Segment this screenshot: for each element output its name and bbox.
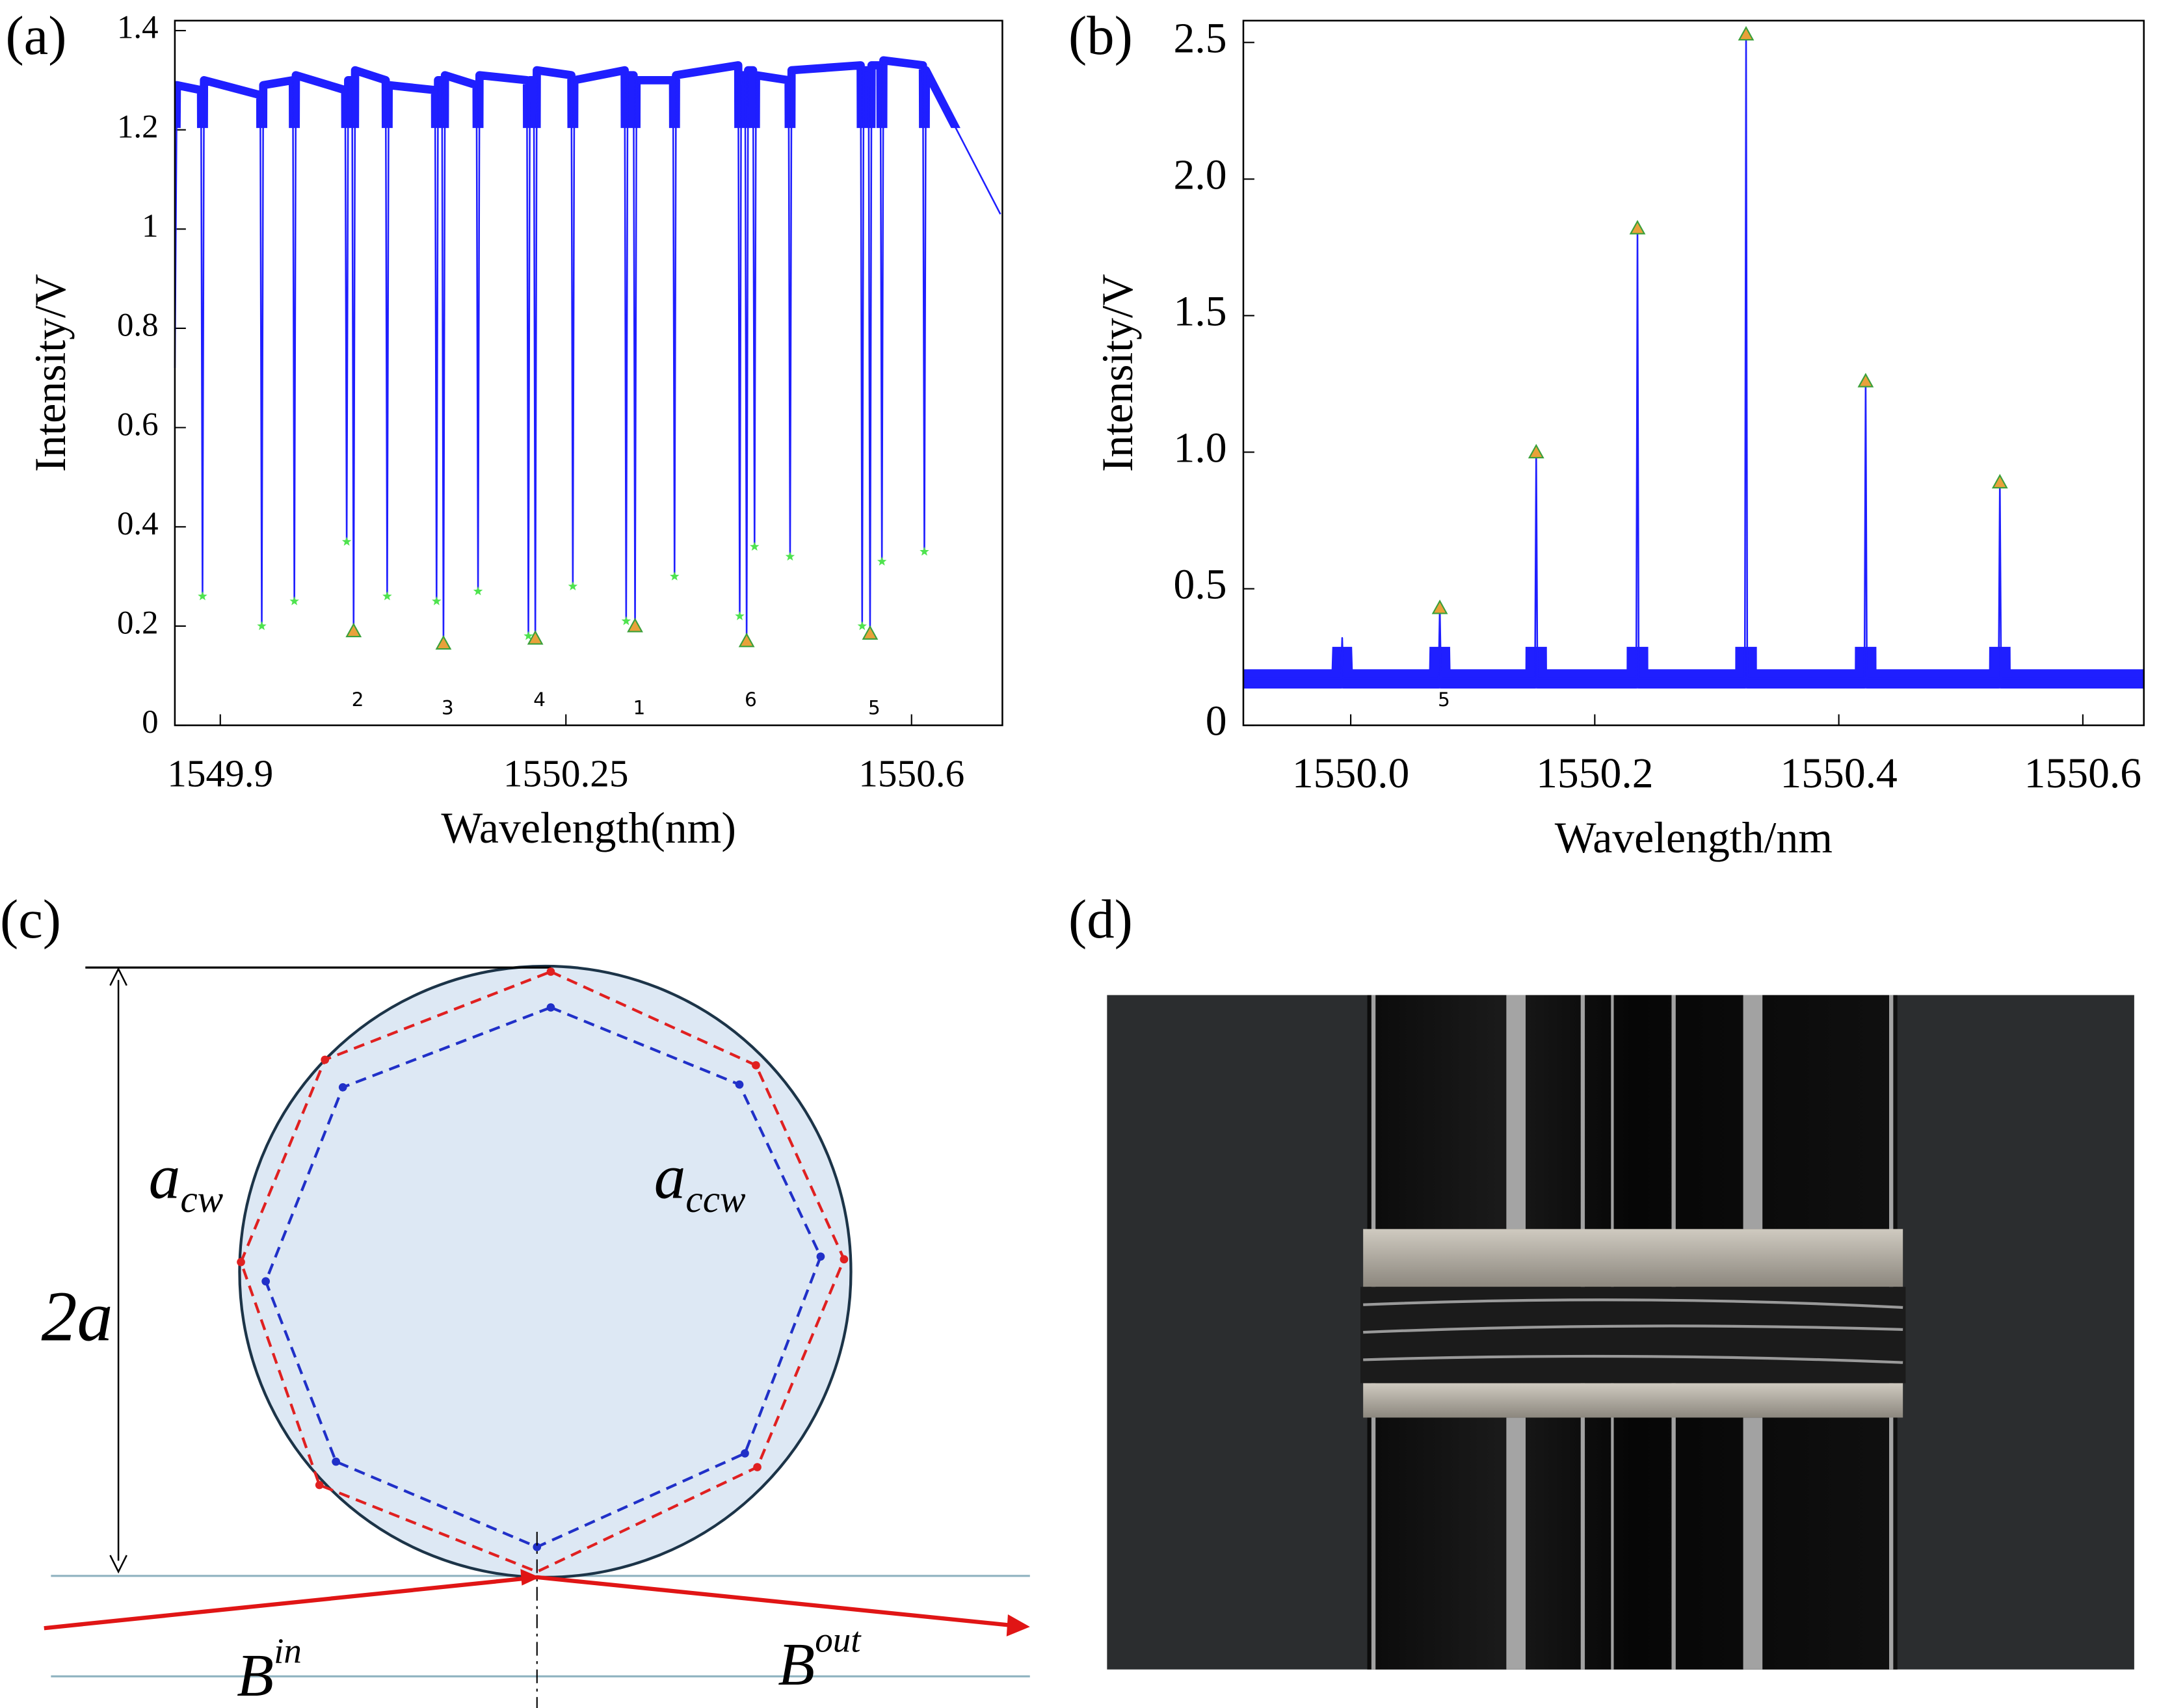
peak-marker: [1431, 599, 1448, 614]
y-tick-label: 0: [1206, 698, 1227, 745]
minimum-marker: [198, 591, 207, 601]
y-tick-label: 0.8: [117, 307, 159, 343]
spectrum: [174, 59, 1001, 644]
minimum-marker: [785, 551, 795, 561]
panel-label: (d): [1068, 889, 1133, 950]
panel-label: (a): [5, 6, 66, 66]
ccw-arrows: [261, 1003, 825, 1551]
peak-marker: [627, 618, 643, 633]
cw-arrows: [237, 967, 849, 1490]
plot-frame: [174, 20, 1003, 726]
diagram: (c) 2a acw accw Bin Bout: [0, 889, 1030, 1708]
y-tick-label: 0.4: [117, 505, 159, 542]
minimum-marker: [523, 631, 533, 640]
y-tick-label: 0.5: [1174, 562, 1227, 609]
output-label: Bout: [778, 1620, 862, 1698]
x-tick-label: 1550.4: [1780, 750, 1897, 797]
peak-marker: [1738, 25, 1755, 41]
minimum-marker: [341, 536, 352, 546]
peak-label: 2: [352, 688, 364, 711]
peak-marker: [435, 635, 452, 650]
cw-label: acw: [149, 1142, 224, 1220]
peak-marker: [1991, 473, 2008, 489]
y-tick-label: 1.0: [1174, 425, 1227, 472]
y-axis-title: Intensity/V: [26, 274, 75, 472]
minimum-marker: [289, 596, 299, 605]
x-tick-label: 1549.9: [167, 752, 273, 795]
x-axis-title: Wavelength/nm: [1555, 813, 1833, 862]
end-face: [1363, 1229, 1903, 1287]
ccw-label: accw: [654, 1142, 746, 1220]
peak-label: 4: [533, 688, 546, 711]
arrow-head: [1006, 1614, 1030, 1636]
x-tick-label: 1550.6: [858, 752, 964, 795]
minimum-marker: [735, 611, 745, 620]
x-tick-label: 1550.6: [2024, 750, 2141, 797]
peak-marker: [862, 625, 879, 640]
plot-frame: [1242, 20, 2145, 726]
x-tick-label: 1550.25: [503, 752, 629, 795]
peak-marker: [1857, 373, 1874, 388]
minimum-marker: [920, 546, 929, 556]
photo: (d): [1068, 889, 2134, 1670]
arrow-head: [109, 967, 127, 1574]
peak-label: 1: [633, 696, 645, 719]
end-face: [1363, 1383, 1903, 1418]
y-tick-label: 0: [142, 703, 158, 740]
peak-marker: [527, 630, 544, 645]
y-tick-label: 0.2: [117, 605, 159, 641]
peak-label: 5: [1438, 688, 1450, 711]
minimum-marker: [857, 621, 868, 631]
peak-label: 5: [868, 696, 881, 719]
input-label: Bin: [237, 1631, 302, 1708]
y-tick-label: 1: [142, 207, 158, 244]
y-tick-label: 2.0: [1174, 151, 1227, 198]
panel-label: (b): [1068, 6, 1133, 66]
arrow-head: [520, 1569, 540, 1586]
minimum-marker: [877, 557, 887, 566]
x-axis-title: Wavelength(nm): [441, 804, 736, 852]
panel-label: (c): [0, 889, 61, 950]
peak-marker: [738, 633, 755, 648]
peak-marker: [345, 622, 362, 638]
y-tick-label: 1.5: [1174, 289, 1227, 335]
minimum-marker: [670, 571, 680, 581]
peak-marker: [1629, 220, 1646, 235]
resonator: [238, 964, 853, 1579]
minimum-marker: [750, 542, 760, 551]
minimum-marker: [621, 616, 631, 625]
gap-layers: [1363, 1298, 1903, 1364]
y-tick-label: 1.2: [117, 108, 159, 144]
minimum-marker: [473, 586, 483, 596]
x-tick-label: 1550.2: [1536, 750, 1653, 797]
minimum-marker: [257, 621, 267, 631]
y-tick-label: 1.4: [117, 9, 159, 46]
diameter-label: 2a: [42, 1277, 113, 1356]
y-tick-label: 2.5: [1174, 15, 1227, 62]
y-tick-label: 0.6: [117, 406, 159, 442]
cw-path: [239, 970, 846, 1573]
minimum-marker: [568, 581, 578, 591]
peak-label: 6: [745, 688, 757, 711]
minimum-marker: [382, 591, 392, 601]
x-tick-label: 1550.0: [1292, 750, 1409, 797]
y-axis-title: Intensity/V: [1093, 274, 1142, 472]
peak-marker: [1528, 443, 1544, 459]
peak-label: 3: [442, 696, 454, 719]
minimum-marker: [432, 596, 442, 605]
